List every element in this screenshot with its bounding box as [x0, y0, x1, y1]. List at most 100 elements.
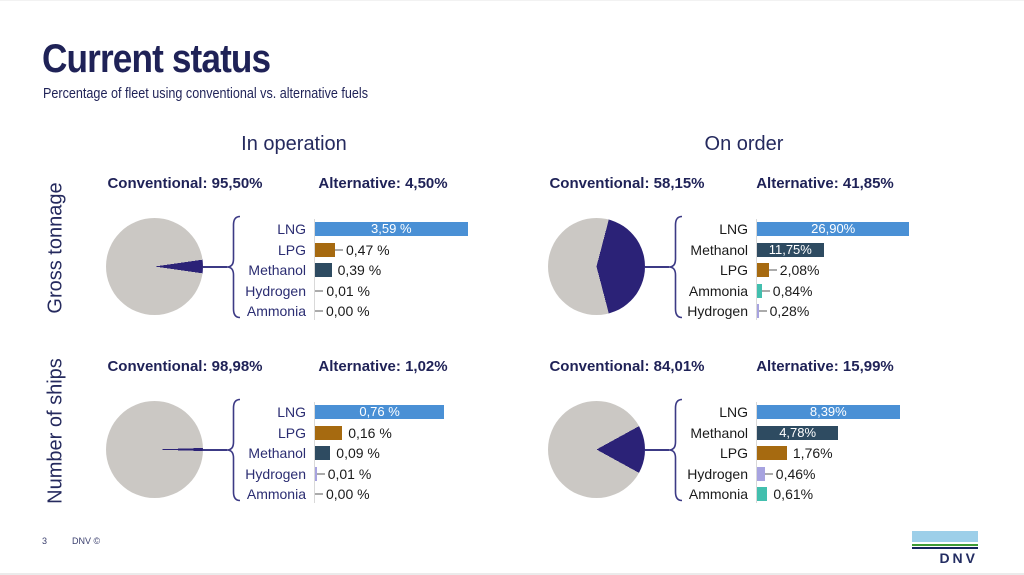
alternative-share-label: Alternative: 41,85%: [756, 175, 894, 192]
value-leader-tick: [316, 472, 325, 475]
bar-value-label: 0,28%: [769, 303, 810, 319]
value-leader-tick: [768, 269, 777, 271]
pie-connector-line: [645, 448, 669, 451]
bar-axis: [314, 219, 315, 320]
dnv-logo-text: DNV: [939, 550, 978, 566]
bar-methanol: 11,75%: [757, 241, 824, 257]
bar-lpg: [757, 263, 769, 277]
fuel-label-lng: LNG: [719, 404, 748, 420]
fuel-label-lpg: LPG: [277, 241, 306, 258]
pie-chart: [106, 218, 203, 315]
fuel-label-ammonia: Ammonia: [246, 303, 306, 319]
bar-lpg: [315, 425, 343, 440]
page-number: 3: [42, 536, 48, 546]
fuel-label-methanol: Methanol: [248, 262, 306, 278]
dnv-logo-blue-band: [912, 531, 978, 542]
bar-value-label: 0,16 %: [348, 424, 392, 441]
fuel-label-methanol: Methanol: [690, 424, 748, 441]
bar-lpg: [757, 446, 787, 460]
fuel-label-lpg: LPG: [277, 424, 306, 441]
fuel-label-lng: LNG: [277, 221, 306, 237]
fuel-label-ammonia: Ammonia: [246, 486, 306, 502]
bar-value-label: 0,09 %: [336, 445, 380, 461]
fuel-label-hydrogen: Hydrogen: [687, 465, 748, 482]
footer-copyright: DNV ©: [72, 536, 101, 546]
fuel-label-hydrogen: Hydrogen: [687, 303, 748, 319]
bar-axis: [756, 402, 757, 503]
conventional-share-label: Conventional: 98,98%: [107, 358, 263, 375]
pie-chart: [548, 401, 645, 498]
alternative-share-label: Alternative: 4,50%: [318, 175, 448, 192]
value-leader-tick: [315, 289, 324, 292]
conventional-share-label: Conventional: 58,15%: [549, 175, 705, 192]
bar-hydrogen: [315, 466, 317, 481]
brace-icon: [668, 215, 683, 319]
fuel-label-ammonia: Ammonia: [688, 282, 748, 299]
bar-value-label: 8,39%: [809, 404, 847, 419]
fuel-label-lpg: LPG: [719, 262, 748, 278]
value-leader-tick: [315, 493, 323, 495]
bar-value-label: 1,76%: [792, 445, 833, 461]
dnv-logo-navy-band: [912, 546, 978, 549]
brace: [226, 215, 242, 319]
column-heading-in-operation: In operation: [241, 133, 347, 155]
brace-icon: [226, 398, 241, 502]
brace-icon: [226, 215, 241, 319]
pie-connector-line: [203, 265, 227, 268]
brace: [668, 215, 684, 319]
value-leader-tick: [758, 310, 767, 312]
page-subtitle: Percentage of fleet using conventional v…: [43, 85, 369, 102]
fuel-label-lng: LNG: [277, 404, 306, 420]
bar-value-label: 3,59 %: [371, 221, 412, 236]
value-leader-tick: [764, 472, 773, 475]
bar-axis: [314, 402, 315, 503]
alternative-share-label: Alternative: 1,02%: [318, 358, 448, 375]
fuel-label-lpg: LPG: [719, 445, 748, 461]
bar-value-label: 0,00 %: [326, 303, 370, 319]
bar-value-label: 26,90%: [811, 221, 856, 236]
pie-connector-line: [645, 265, 669, 268]
bar-value-label: 0,61%: [773, 486, 814, 502]
brace-icon: [668, 398, 683, 502]
fuel-label-ammonia: Ammonia: [688, 486, 748, 502]
bar-methanol: [315, 263, 332, 277]
bar-axis: [756, 219, 757, 320]
fuel-label-hydrogen: Hydrogen: [245, 465, 306, 482]
bar-value-label: 0,00 %: [326, 486, 370, 502]
conventional-share-label: Conventional: 84,01%: [549, 358, 705, 375]
brace: [226, 398, 242, 502]
bar-value-label: 0,76 %: [359, 404, 400, 419]
bar-hydrogen: [757, 304, 759, 318]
bar-value-label: 0,39 %: [337, 262, 382, 278]
row-heading-gross-tonnage: Gross tonnage: [44, 182, 67, 314]
page-title: Current status: [42, 37, 271, 81]
fuel-label-methanol: Methanol: [690, 241, 748, 258]
bar-value-label: 0,84%: [772, 282, 813, 299]
fuel-label-lng: LNG: [719, 221, 748, 237]
dnv-logo: DNV: [912, 531, 978, 566]
bar-hydrogen: [757, 466, 765, 481]
pie-connector-line: [203, 448, 227, 451]
column-heading-on-order: On order: [704, 133, 784, 155]
value-leader-tick: [761, 289, 770, 292]
fuel-label-hydrogen: Hydrogen: [245, 282, 306, 299]
bar-value-label: 4,78%: [779, 424, 817, 440]
bar-ammonia: [757, 487, 768, 501]
conventional-share-label: Conventional: 95,50%: [107, 175, 263, 192]
brace: [668, 398, 684, 502]
bar-ammonia: [757, 283, 762, 298]
bar-lng: 3,59 %: [315, 222, 468, 236]
bar-value-label: 0,01 %: [327, 465, 372, 482]
bar-value-label: 0,47 %: [346, 241, 390, 258]
pie-chart: [106, 401, 203, 498]
bar-methanol: 4,78%: [757, 424, 839, 440]
dnv-logo-green-band: [912, 543, 978, 546]
value-leader-tick: [335, 248, 343, 251]
bar-value-label: 11,75%: [768, 241, 812, 257]
bar-value-label: 0,46%: [775, 465, 816, 482]
value-leader-tick: [315, 310, 323, 312]
bar-lpg: [315, 242, 335, 257]
bar-value-label: 2,08%: [779, 262, 820, 278]
fuel-label-methanol: Methanol: [248, 445, 306, 461]
